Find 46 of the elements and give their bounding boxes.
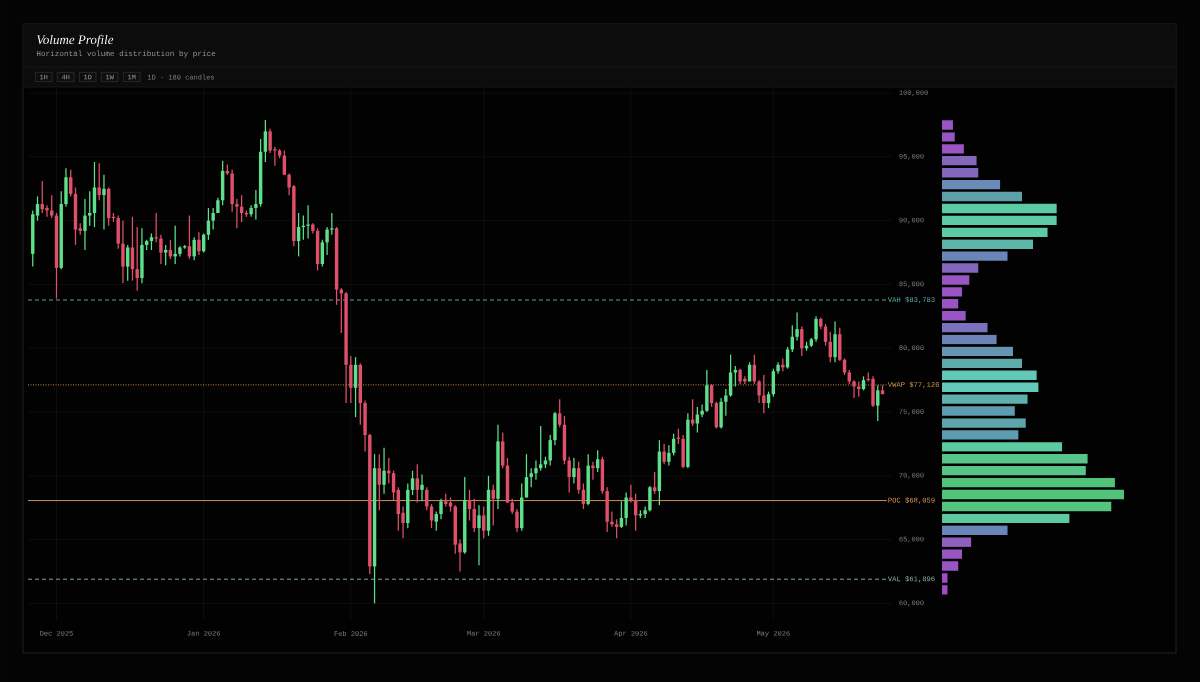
bar: [942, 537, 972, 547]
bar: [942, 132, 955, 142]
bar: [942, 394, 1028, 404]
candlestick: [306, 204, 310, 240]
candlestick: [211, 207, 215, 231]
candlestick: [762, 374, 766, 414]
bar: [942, 549, 963, 559]
bar: [942, 239, 1034, 249]
chart-title: Volume Profile: [37, 34, 114, 47]
bar: [942, 227, 1048, 237]
bar: [942, 251, 1008, 261]
bar: [942, 311, 966, 321]
bar: [942, 120, 953, 130]
bar: [942, 370, 1037, 381]
bar: [942, 561, 959, 571]
bar: [942, 465, 1086, 476]
bar: [942, 454, 1088, 464]
bar: [942, 287, 963, 297]
bar: [942, 156, 977, 166]
bar: [942, 513, 1070, 524]
bar: [942, 215, 1057, 226]
bar: [942, 501, 1112, 512]
bar: [942, 322, 988, 333]
bar: [942, 442, 1063, 452]
candlestick: [330, 212, 334, 236]
bar: [942, 144, 964, 154]
bar: [942, 203, 1057, 214]
bar: [942, 263, 979, 273]
bar: [942, 334, 997, 345]
candlestick: [548, 434, 552, 467]
bar: [942, 430, 1019, 440]
bar: [942, 346, 1013, 357]
bar: [942, 358, 1023, 369]
bar: [942, 489, 1125, 500]
candlestick: [154, 212, 158, 243]
bar: [942, 191, 1023, 202]
bar: [942, 382, 1039, 392]
bar: [942, 477, 1115, 488]
bar: [942, 525, 1008, 535]
bar: [942, 275, 970, 285]
bar: [942, 179, 1001, 190]
candlestick: [116, 214, 120, 250]
bar: [942, 167, 979, 178]
bar: [942, 406, 1015, 416]
bar: [942, 418, 1026, 428]
candlestick: [724, 388, 728, 417]
